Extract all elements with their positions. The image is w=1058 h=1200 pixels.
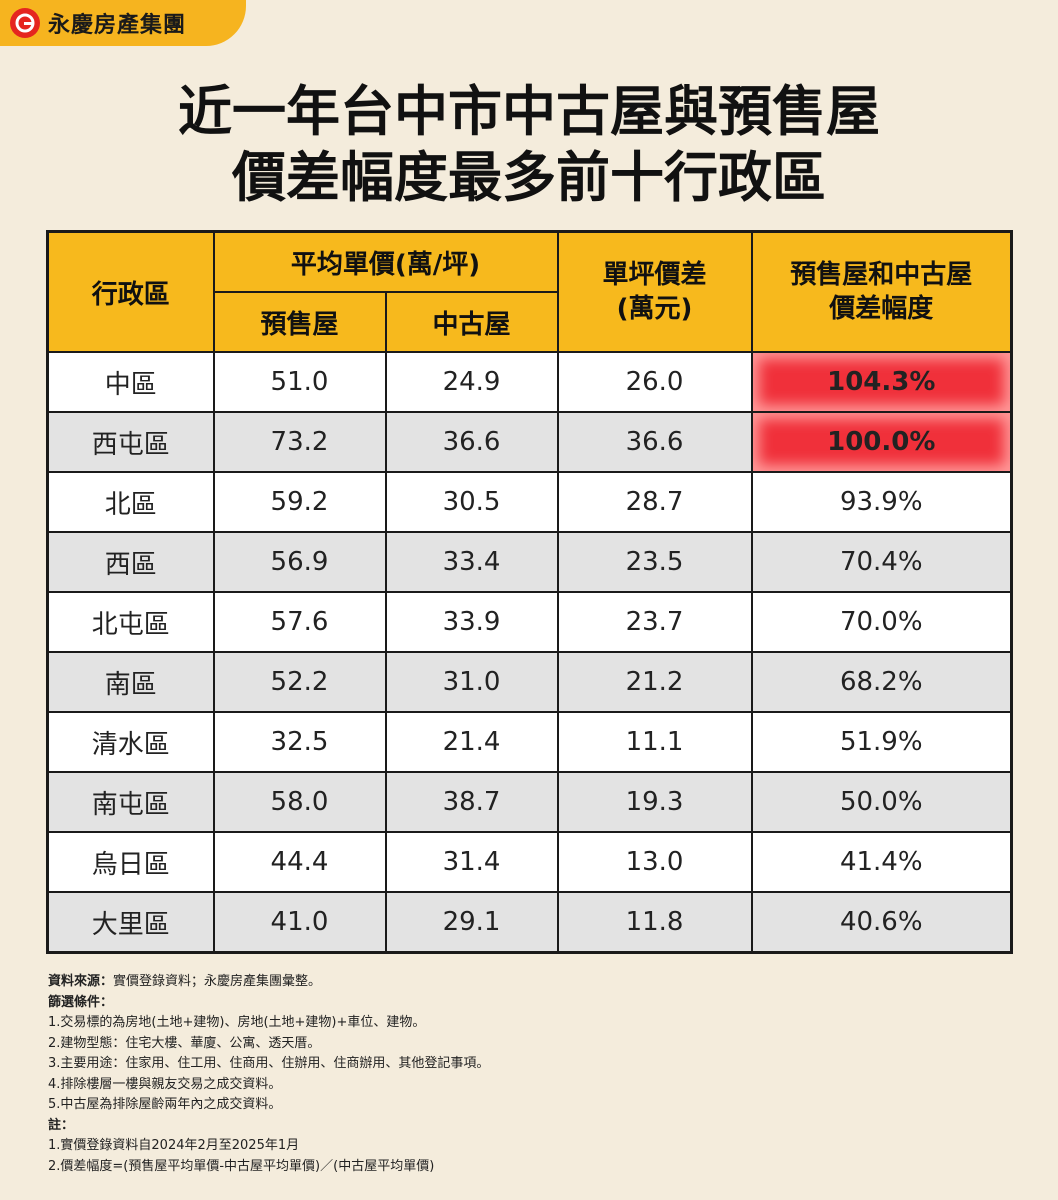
price-diff-cell: 28.7: [556, 471, 753, 533]
gap-ratio-cell: 70.0%: [750, 591, 1013, 653]
header-price-diff-line2: (萬元): [616, 294, 693, 324]
district-cell: 南區: [46, 651, 215, 713]
company-logo-icon: [10, 8, 40, 38]
used-price-cell: 33.9: [384, 591, 559, 653]
table-row: 清水區 32.5 21.4 11.1 51.9%: [46, 711, 1013, 773]
header-presale: 預售屋: [212, 291, 387, 353]
source-text: 實價登錄資料；永慶房產集團彙整。: [113, 974, 322, 989]
gap-ratio-cell: 40.6%: [750, 891, 1013, 954]
page-title-line1: 近一年台中市中古屋與預售屋: [178, 80, 880, 143]
price-diff-cell: 23.5: [556, 531, 753, 593]
header-used: 中古屋: [384, 291, 559, 353]
district-cell: 南屯區: [46, 771, 215, 833]
price-diff-cell: 36.6: [556, 411, 753, 473]
filter-item: 3.主要用途：住家用、住工用、住商用、住辦用、住商辦用、其他登記事項。: [48, 1056, 490, 1071]
table-row: 北屯區 57.6 33.9 23.7 70.0%: [46, 591, 1013, 653]
filter-item: 4.排除樓層一樓與親友交易之成交資料。: [48, 1076, 282, 1092]
remark-item: 2.價差幅度=(預售屋平均單價-中古屋平均單價)／(中古屋平均單價): [48, 1158, 435, 1174]
presale-price-cell: 57.6: [212, 591, 387, 653]
gap-ratio-cell: 68.2%: [750, 651, 1013, 713]
presale-price-cell: 44.4: [212, 831, 387, 893]
district-cell: 西區: [46, 531, 215, 593]
used-price-cell: 33.4: [384, 531, 559, 593]
table-row: 大里區 41.0 29.1 11.8 40.6%: [46, 891, 1013, 954]
table-row: 南屯區 58.0 38.7 19.3 50.0%: [46, 771, 1013, 833]
presale-price-cell: 73.2: [212, 411, 387, 473]
table-row: 西區 56.9 33.4 23.5 70.4%: [46, 531, 1013, 593]
header-avg-price: 平均單價(萬/坪): [212, 230, 559, 293]
district-cell: 北區: [46, 471, 215, 533]
presale-price-cell: 52.2: [212, 651, 387, 713]
brand-banner: 永慶房產集團: [0, 0, 246, 46]
brand-name: 永慶房產集團: [48, 13, 187, 38]
header-gap-ratio-line1: 預售屋和中古屋: [790, 260, 973, 290]
district-cell: 清水區: [46, 711, 215, 773]
district-cell: 中區: [46, 351, 215, 413]
used-price-cell: 24.9: [384, 351, 559, 413]
price-diff-cell: 23.7: [556, 591, 753, 653]
price-diff-cell: 19.3: [556, 771, 753, 833]
price-diff-cell: 13.0: [556, 831, 753, 893]
source-label: 資料來源：: [48, 974, 114, 989]
gap-ratio-cell: 100.0%: [750, 411, 1013, 473]
price-diff-cell: 26.0: [556, 351, 753, 413]
source-note: 資料來源：實價登錄資料；永慶房產集團彙整。: [48, 972, 1008, 993]
gap-ratio-cell: 41.4%: [750, 831, 1013, 893]
header-gap-ratio: 預售屋和中古屋 價差幅度: [750, 230, 1013, 353]
used-price-cell: 36.6: [384, 411, 559, 473]
presale-price-cell: 41.0: [212, 891, 387, 954]
notes-section: 資料來源：實價登錄資料；永慶房產集團彙整。 篩選條件： 1.交易標的為房地(土地…: [48, 972, 1008, 1177]
filter-item: 5.中古屋為排除屋齡兩年內之成交資料。: [48, 1097, 282, 1112]
filter-label: 篩選條件：: [48, 994, 114, 1010]
district-cell: 西屯區: [46, 411, 215, 473]
used-price-cell: 21.4: [384, 711, 559, 773]
presale-price-cell: 59.2: [212, 471, 387, 533]
header-district: 行政區: [46, 230, 215, 353]
table-row: 西屯區 73.2 36.6 36.6 100.0%: [46, 411, 1013, 473]
used-price-cell: 38.7: [384, 771, 559, 833]
presale-price-cell: 32.5: [212, 711, 387, 773]
gap-ratio-cell: 51.9%: [750, 711, 1013, 773]
table-row: 烏日區 44.4 31.4 13.0 41.4%: [46, 831, 1013, 893]
price-gap-table: 行政區 平均單價(萬/坪) 單坪價差 (萬元) 預售屋和中古屋 價差幅度 預售屋…: [46, 230, 1014, 954]
table-row: 中區 51.0 24.9 26.0 104.3%: [46, 351, 1013, 413]
used-price-cell: 31.4: [384, 831, 559, 893]
used-price-cell: 31.0: [384, 651, 559, 713]
remark-label: 註：: [48, 1117, 75, 1133]
gap-ratio-cell: 104.3%: [750, 351, 1013, 413]
used-price-cell: 29.1: [384, 891, 559, 954]
district-cell: 大里區: [46, 891, 215, 954]
header-gap-ratio-line2: 價差幅度: [829, 294, 934, 324]
filter-item: 2.建物型態：住宅大樓、華廈、公寓、透天厝。: [48, 1035, 321, 1051]
district-cell: 北屯區: [46, 591, 215, 653]
price-diff-cell: 11.8: [556, 891, 753, 954]
used-price-cell: 30.5: [384, 471, 559, 533]
header-price-diff: 單坪價差 (萬元): [556, 230, 753, 353]
remark-item: 1.實價登錄資料自2024年2月至2025年1月: [48, 1138, 300, 1153]
presale-price-cell: 51.0: [212, 351, 387, 413]
presale-price-cell: 58.0: [212, 771, 387, 833]
page-title-line2: 價差幅度最多前十行政區: [232, 146, 826, 209]
presale-price-cell: 56.9: [212, 531, 387, 593]
price-diff-cell: 11.1: [556, 711, 753, 773]
price-diff-cell: 21.2: [556, 651, 753, 713]
gap-ratio-cell: 93.9%: [750, 471, 1013, 533]
gap-ratio-cell: 70.4%: [750, 531, 1013, 593]
table-row: 南區 52.2 31.0 21.2 68.2%: [46, 651, 1013, 713]
table-row: 北區 59.2 30.5 28.7 93.9%: [46, 471, 1013, 533]
filter-item: 1.交易標的為房地(土地+建物)、房地(土地+建物)+車位、建物。: [48, 1015, 426, 1030]
gap-ratio-cell: 50.0%: [750, 771, 1013, 833]
district-cell: 烏日區: [46, 831, 215, 893]
header-price-diff-line1: 單坪價差: [602, 260, 707, 290]
